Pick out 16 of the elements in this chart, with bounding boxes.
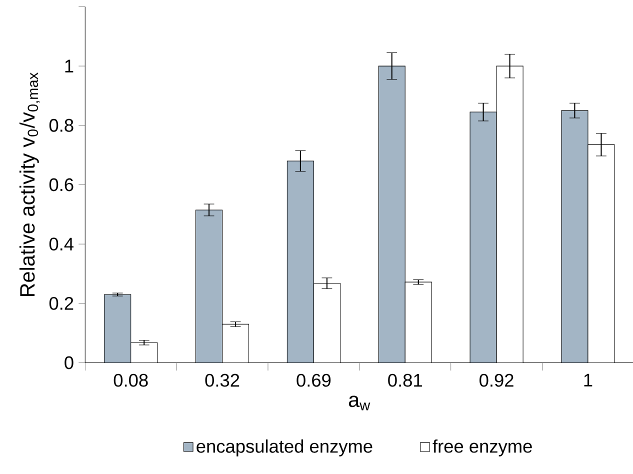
y-tick-label: 0.8 <box>49 119 74 132</box>
x-tick-label: 0.69 <box>296 374 331 387</box>
y-tick-label: 0.2 <box>49 297 74 310</box>
x-tick-label: 1 <box>584 374 592 386</box>
x-axis-title: a$_{w}$ <box>348 396 370 410</box>
x-tick-label: 0.92 <box>480 374 514 387</box>
y-tick-label: 1 <box>65 60 74 72</box>
legend-label: encapsulated enzyme <box>196 440 372 456</box>
legend-label: free enzyme <box>432 440 532 456</box>
x-tick-label: 0.81 <box>388 374 422 387</box>
y-tick-label: 0.4 <box>49 238 74 251</box>
x-tick-label: 0.32 <box>205 374 240 387</box>
y-tick-label: 0 <box>64 356 74 370</box>
y-tick-label: 0.6 <box>49 178 74 192</box>
x-tick-label: 0.08 <box>114 374 148 387</box>
y-axis-title: Relative activity v$_{0}$/v$_{0,max}$ <box>19 72 40 296</box>
